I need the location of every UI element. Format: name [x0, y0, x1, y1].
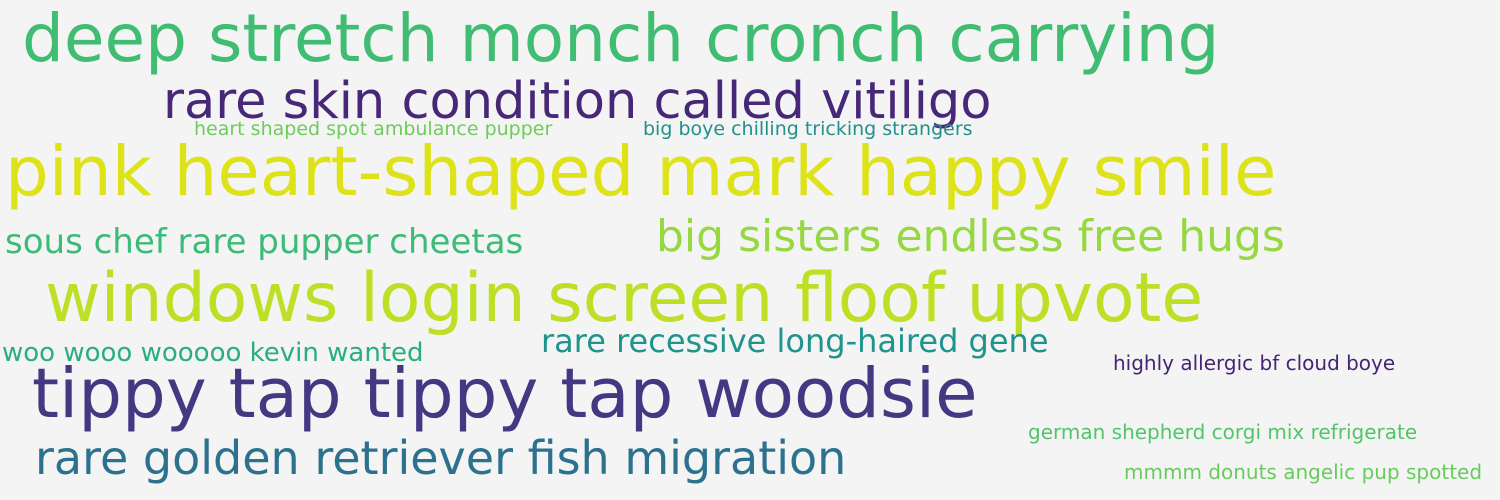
phrase-deep-stretch: deep stretch monch cronch carrying: [22, 0, 1220, 77]
phrase-rare-recessive: rare recessive long-haired gene: [541, 322, 1049, 360]
phrase-woo-wooo: woo wooo wooooo kevin wanted: [2, 338, 424, 368]
phrase-windows-login: windows login screen floof upvote: [45, 259, 1204, 338]
phrase-rare-skin-condition: rare skin condition called vitiligo: [163, 72, 992, 131]
phrase-pink-heart-shaped: pink heart-shaped mark happy smile: [5, 132, 1277, 212]
phrase-mmmm-donuts: mmmm donuts angelic pup spotted: [1124, 460, 1483, 484]
phrase-rare-golden-retriever: rare golden retriever fish migration: [35, 431, 847, 485]
phrase-german-shepherd: german shepherd corgi mix refrigerate: [1028, 420, 1418, 444]
phrase-big-boye-chilling: big boye chilling tricking strangers: [643, 118, 973, 140]
phrase-sous-chef: sous chef rare pupper cheetas: [5, 222, 524, 262]
phrase-tippy-tap: tippy tap tippy tap woodsie: [32, 354, 978, 434]
phrase-heart-shaped-spot: heart shaped spot ambulance pupper: [194, 118, 553, 140]
phrase-highly-allergic: highly allergic bf cloud boye: [1113, 351, 1396, 375]
phrase-big-sisters: big sisters endless free hugs: [656, 211, 1285, 262]
